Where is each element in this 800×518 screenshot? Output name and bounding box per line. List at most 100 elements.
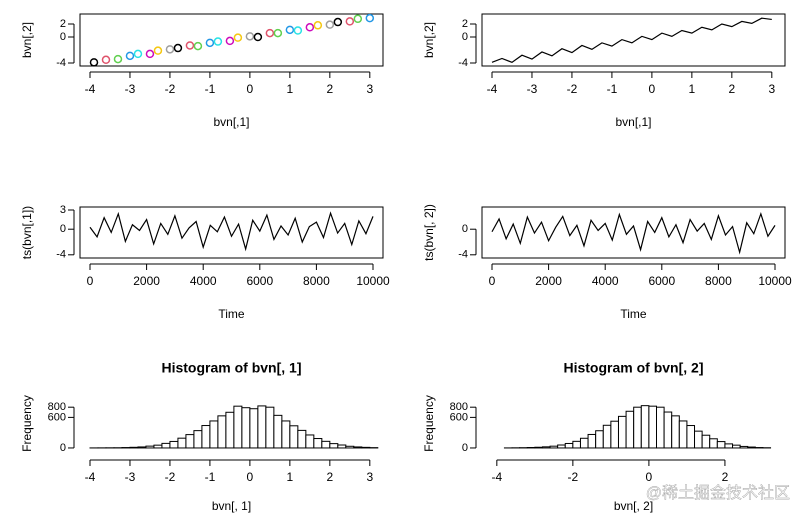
- y-axis-label: Frequency: [422, 395, 436, 452]
- histogram-bar: [209, 420, 219, 449]
- histogram-bar: [595, 430, 604, 449]
- histogram-bar: [587, 433, 597, 449]
- histogram-bar: [185, 434, 195, 449]
- plot-box: [79, 13, 384, 67]
- point: [185, 41, 195, 50]
- x-tick-label: 3: [768, 82, 775, 96]
- x-tick-label: -4: [491, 470, 502, 484]
- histogram-bar: [602, 424, 612, 449]
- y-tick-label: -4: [56, 249, 66, 261]
- point: [265, 28, 275, 38]
- x-tick-label: 2: [326, 470, 333, 484]
- histogram-bar: [337, 444, 347, 449]
- histogram-bar: [534, 446, 543, 449]
- x-tick-label: 8000: [705, 274, 732, 288]
- x-tick-label: 6000: [246, 274, 273, 288]
- histogram-bar: [663, 411, 673, 449]
- histogram-bar: [153, 444, 163, 449]
- point: [293, 26, 303, 35]
- y-tick-label: 0: [462, 442, 468, 454]
- point: [345, 17, 355, 26]
- point: [113, 54, 123, 64]
- x-axis-label: Time: [218, 307, 245, 321]
- histogram-bar: [145, 445, 155, 449]
- point: [89, 58, 99, 67]
- y-tick-label: 0: [462, 31, 468, 43]
- histogram-bar: [329, 443, 339, 449]
- histogram-bar: [289, 425, 299, 449]
- chart-title: Histogram of bvn[, 2]: [563, 360, 703, 376]
- point: [225, 36, 235, 46]
- series-line: [491, 211, 776, 255]
- histogram-bar: [129, 446, 139, 449]
- point: [193, 41, 203, 51]
- histogram-bar: [137, 446, 147, 449]
- x-tick-label: 8000: [303, 274, 330, 288]
- x-tick-label: 1: [689, 82, 696, 96]
- y-tick-label: -4: [458, 57, 468, 69]
- y-axis-label: bvn[,2]: [422, 22, 436, 58]
- chart-title: Histogram of bvn[, 1]: [161, 360, 301, 376]
- x-tick-label: 4000: [592, 274, 619, 288]
- x-tick-label: 0: [247, 82, 254, 96]
- point: [125, 51, 135, 61]
- histogram-bar: [732, 444, 741, 449]
- x-tick-label: 3: [366, 82, 373, 96]
- x-tick-label: 2: [326, 82, 333, 96]
- histogram-bar: [249, 408, 259, 449]
- histogram-bar: [541, 446, 551, 449]
- histogram-bar: [739, 445, 749, 449]
- histogram-bar: [345, 445, 355, 449]
- histogram-bar: [217, 415, 227, 449]
- x-tick-label: 4000: [190, 274, 217, 288]
- y-axis-label: bvn[,2]: [20, 22, 34, 58]
- histogram-bar: [716, 441, 726, 449]
- series-line: [491, 17, 772, 64]
- histogram-bar: [305, 434, 315, 449]
- histogram-bar: [177, 437, 187, 449]
- point: [365, 13, 375, 23]
- point: [101, 55, 111, 65]
- y-tick-label: 800: [450, 401, 468, 413]
- point: [133, 49, 143, 59]
- x-tick-label: 0: [649, 82, 656, 96]
- histogram-bar: [281, 420, 291, 449]
- x-axis-label: bvn[, 1]: [212, 499, 251, 513]
- point: [165, 45, 175, 54]
- x-tick-label: -3: [125, 82, 136, 96]
- x-tick-label: -2: [165, 82, 176, 96]
- y-tick-label: 600: [450, 411, 468, 423]
- histogram-bar: [625, 410, 635, 449]
- point: [245, 32, 255, 41]
- x-tick-label: -1: [607, 82, 618, 96]
- histogram-bar: [747, 446, 756, 449]
- x-tick-label: 0: [247, 470, 254, 484]
- histogram-bar: [640, 405, 650, 449]
- x-axis-label: bvn[, 2]: [614, 499, 653, 513]
- x-tick-label: 0: [87, 274, 94, 288]
- histogram-bar: [701, 434, 711, 449]
- x-tick-label: -4: [85, 82, 96, 96]
- point: [205, 38, 215, 48]
- x-axis-label: bvn[,1]: [213, 115, 249, 129]
- y-axis-label: ts(bvn[, 2]): [422, 204, 436, 261]
- histogram-bar: [233, 405, 243, 449]
- x-tick-label: -2: [567, 82, 578, 96]
- x-tick-label: 10000: [356, 274, 390, 288]
- histogram-bar: [579, 437, 589, 449]
- y-tick-label: 0: [60, 442, 66, 454]
- histogram-bar: [169, 440, 179, 449]
- histogram-bar: [241, 407, 251, 449]
- point: [273, 28, 283, 38]
- x-tick-label: 2000: [535, 274, 562, 288]
- point: [305, 23, 315, 32]
- histogram-bar: [648, 405, 658, 449]
- histogram-bar: [557, 444, 566, 449]
- x-tick-label: 6000: [648, 274, 675, 288]
- x-tick-label: 1: [287, 82, 294, 96]
- histogram-bar: [610, 420, 619, 449]
- histogram-bar: [724, 443, 734, 449]
- y-axis-label: Frequency: [20, 395, 34, 452]
- histogram-bar: [617, 415, 627, 449]
